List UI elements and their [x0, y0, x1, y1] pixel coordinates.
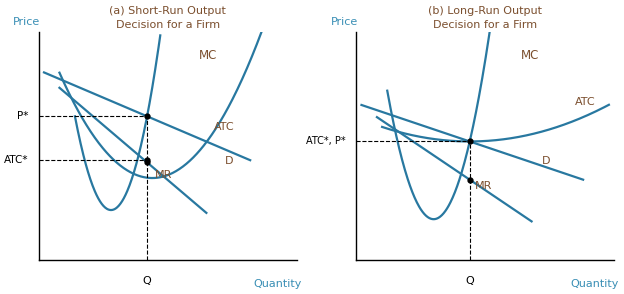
Text: MR: MR	[155, 171, 172, 181]
Text: Price: Price	[331, 17, 358, 27]
Title: (b) Long-Run Output
Decision for a Firm: (b) Long-Run Output Decision for a Firm	[428, 6, 542, 30]
Title: (a) Short-Run Output
Decision for a Firm: (a) Short-Run Output Decision for a Firm	[109, 6, 226, 30]
Text: MR: MR	[475, 181, 492, 191]
Text: ATC*, P*: ATC*, P*	[306, 136, 346, 146]
Text: D: D	[225, 156, 233, 166]
Text: MC: MC	[198, 49, 217, 62]
Text: Quantity: Quantity	[571, 279, 619, 289]
Text: ATC*: ATC*	[4, 155, 29, 165]
Text: D: D	[542, 156, 550, 166]
Text: MC: MC	[521, 49, 540, 62]
Text: ATC: ATC	[575, 97, 596, 107]
Text: ATC: ATC	[214, 122, 235, 132]
Text: Price: Price	[13, 17, 41, 27]
Text: Q: Q	[466, 276, 474, 286]
Text: P*: P*	[17, 111, 29, 121]
Text: Quantity: Quantity	[253, 279, 302, 289]
Text: Q: Q	[143, 276, 152, 286]
